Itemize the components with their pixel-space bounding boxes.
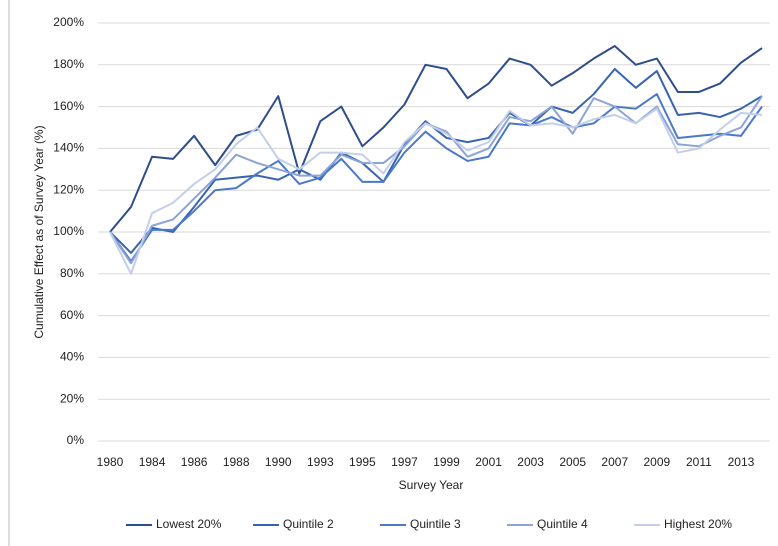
x-tick-label: 1993 (307, 455, 334, 469)
series-line (109, 67, 763, 254)
legend-label: Quintile 4 (537, 517, 588, 531)
x-tick-label: 1984 (139, 455, 166, 469)
y-tick-label: 160% (53, 99, 84, 113)
x-tick-label: 2013 (728, 455, 755, 469)
y-tick-label: 40% (60, 350, 84, 364)
y-tick-label: 200% (53, 15, 84, 29)
y-tick-label: 140% (53, 141, 84, 155)
y-tick-label: 120% (53, 182, 84, 196)
x-tick-label: 1997 (391, 455, 418, 469)
x-axis-title: Survey Year (399, 478, 464, 492)
series-line (109, 107, 763, 275)
y-axis-title: Cumulative Effect as of Survey Year (%) (32, 125, 46, 338)
x-tick-label: 2009 (643, 455, 670, 469)
y-tick-label: 180% (53, 57, 84, 71)
series-line (109, 95, 763, 265)
x-tick-label: 1988 (223, 455, 250, 469)
y-tick-label: 80% (60, 266, 84, 280)
series-line (109, 93, 763, 263)
x-tick-label: 2005 (559, 455, 586, 469)
x-tick-label: 2003 (517, 455, 544, 469)
x-tick-label: 1980 (97, 455, 124, 469)
series-line (109, 44, 763, 233)
x-tick-label: 1986 (181, 455, 208, 469)
x-tick-label: 2011 (686, 455, 712, 469)
x-tick-label: 1995 (349, 455, 376, 469)
legend-label: Lowest 20% (156, 517, 222, 531)
y-tick-label: 60% (60, 308, 84, 322)
x-tick-label: 1999 (433, 455, 460, 469)
y-tick-label: 100% (53, 224, 84, 238)
legend-label: Quintile 2 (283, 517, 334, 531)
x-tick-label: 2001 (475, 455, 502, 469)
y-tick-label: 0% (67, 433, 85, 447)
y-tick-label: 20% (60, 391, 84, 405)
legend-label: Highest 20% (664, 517, 732, 531)
x-tick-label: 2007 (601, 455, 628, 469)
legend-label: Quintile 3 (410, 517, 461, 531)
x-tick-label: 1990 (265, 455, 292, 469)
